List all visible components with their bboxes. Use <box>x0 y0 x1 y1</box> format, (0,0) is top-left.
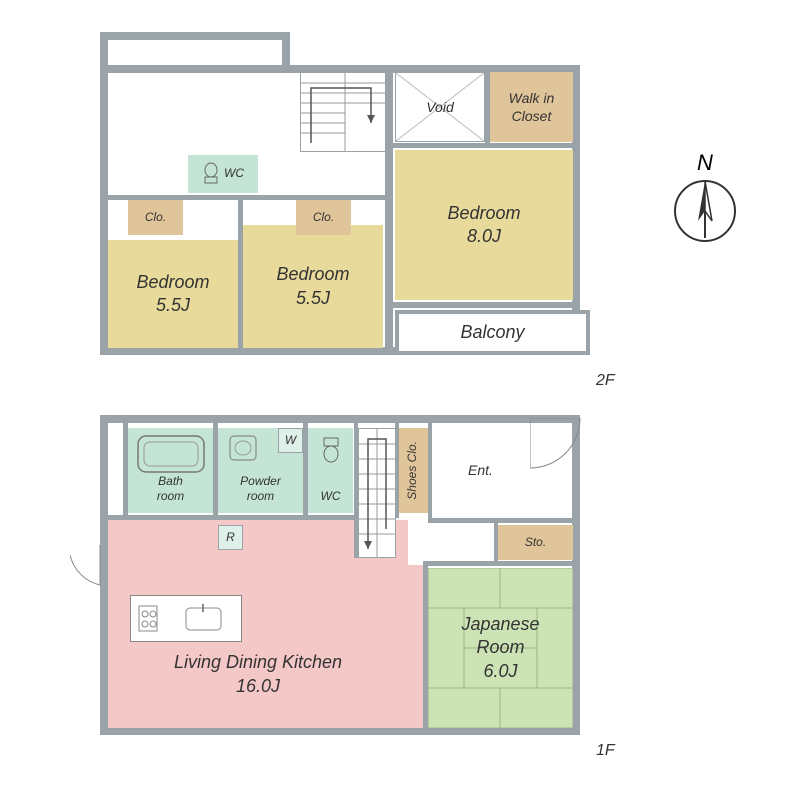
wall-f2-v2 <box>385 72 393 352</box>
bath-label: Bath room <box>157 474 184 505</box>
bedroom3-label: Bedroom <box>447 202 520 225</box>
w-label: W <box>285 433 296 449</box>
bedroom3-size: 8.0J <box>467 225 501 248</box>
clo2-label: Clo. <box>313 210 334 226</box>
bedroom1-label: Bedroom <box>136 271 209 294</box>
room-stairs-f1 <box>358 428 396 558</box>
balcony-label: Balcony <box>460 321 524 344</box>
wall-f2-h1 <box>108 195 388 200</box>
room-bedroom1: Bedroom 5.5J <box>108 240 238 348</box>
powder-label: Powder room <box>240 474 281 505</box>
wall-f1-h2 <box>428 518 575 523</box>
stairs-icon <box>301 73 389 151</box>
sto-label: Sto. <box>525 535 546 551</box>
room-stairs-f2 <box>300 72 390 152</box>
bedroom2-label: Bedroom <box>276 263 349 286</box>
room-closet2: Clo. <box>296 200 351 235</box>
room-void: Void <box>395 72 485 142</box>
wall-f1-v4 <box>395 423 399 518</box>
wc2-label: WC <box>224 166 244 182</box>
compass-icon <box>670 176 740 246</box>
sink-icon <box>228 434 258 462</box>
appliance-r: R <box>218 525 243 550</box>
japanese-label: Japanese Room <box>461 613 539 660</box>
floor2-protrusion <box>100 32 290 72</box>
toilet-icon <box>321 436 341 464</box>
room-bath: Bath room <box>128 428 213 513</box>
r-label: R <box>226 530 235 546</box>
wc1-label: WC <box>321 489 341 505</box>
compass-n-label: N <box>670 150 740 176</box>
wall-f1-h3 <box>423 561 575 566</box>
japanese-size: 6.0J <box>483 660 517 683</box>
wall-f1-v2 <box>303 423 308 518</box>
wall-f1-v3 <box>354 423 358 558</box>
ldk-label: Living Dining Kitchen <box>174 651 342 674</box>
bathtub-icon <box>136 434 206 474</box>
room-shoes-closet: Shoes Clo. <box>398 428 428 513</box>
room-bedroom3: Bedroom 8.0J <box>395 150 573 300</box>
wall-f2-v1 <box>238 195 243 350</box>
room-storage: Sto. <box>498 525 573 560</box>
bedroom2-size: 5.5J <box>296 287 330 310</box>
wic-label: Walk in Closet <box>509 89 555 125</box>
wall-f1-bath <box>123 423 128 518</box>
ldk-size: 16.0J <box>236 675 280 698</box>
stairs-icon <box>359 429 395 557</box>
room-japanese: Japanese Room 6.0J <box>428 568 573 728</box>
wall-f1-v1 <box>213 423 218 518</box>
bedroom1-size: 5.5J <box>156 294 190 317</box>
wall-f1-v7 <box>494 520 498 562</box>
wall-f1-h1 <box>108 515 358 520</box>
room-balcony: Balcony <box>395 310 590 355</box>
room-walkin-closet: Walk in Closet <box>490 72 573 142</box>
kitchen-icon <box>131 596 241 641</box>
appliance-w: W <box>278 428 303 453</box>
room-entrance: Ent. <box>433 428 528 513</box>
wall-f1-v6 <box>423 561 428 729</box>
compass: N <box>670 150 740 240</box>
floor2-tag: 2F <box>596 372 615 390</box>
wall-f1-v5 <box>428 423 432 518</box>
room-bedroom2: Bedroom 5.5J <box>243 225 383 348</box>
room-closet1: Clo. <box>128 200 183 235</box>
ent-label: Ent. <box>468 461 493 479</box>
wall-f2-h2 <box>390 143 575 148</box>
room-ldk-ext <box>408 565 423 728</box>
toilet-icon <box>202 162 220 186</box>
clo1-label: Clo. <box>145 210 166 226</box>
shoes-label: Shoes Clo. <box>405 441 421 500</box>
room-wc-f1: WC <box>308 428 353 513</box>
wall-f2-wic <box>485 72 490 145</box>
room-wc-f2: WC <box>188 155 258 193</box>
door-arc-entrance <box>530 418 590 478</box>
kitchen-counter <box>130 595 242 642</box>
floor1-tag: 1F <box>596 742 615 760</box>
door-arc-side <box>70 545 110 595</box>
wall-f2-h3 <box>390 302 575 308</box>
void-label: Void <box>426 98 454 116</box>
